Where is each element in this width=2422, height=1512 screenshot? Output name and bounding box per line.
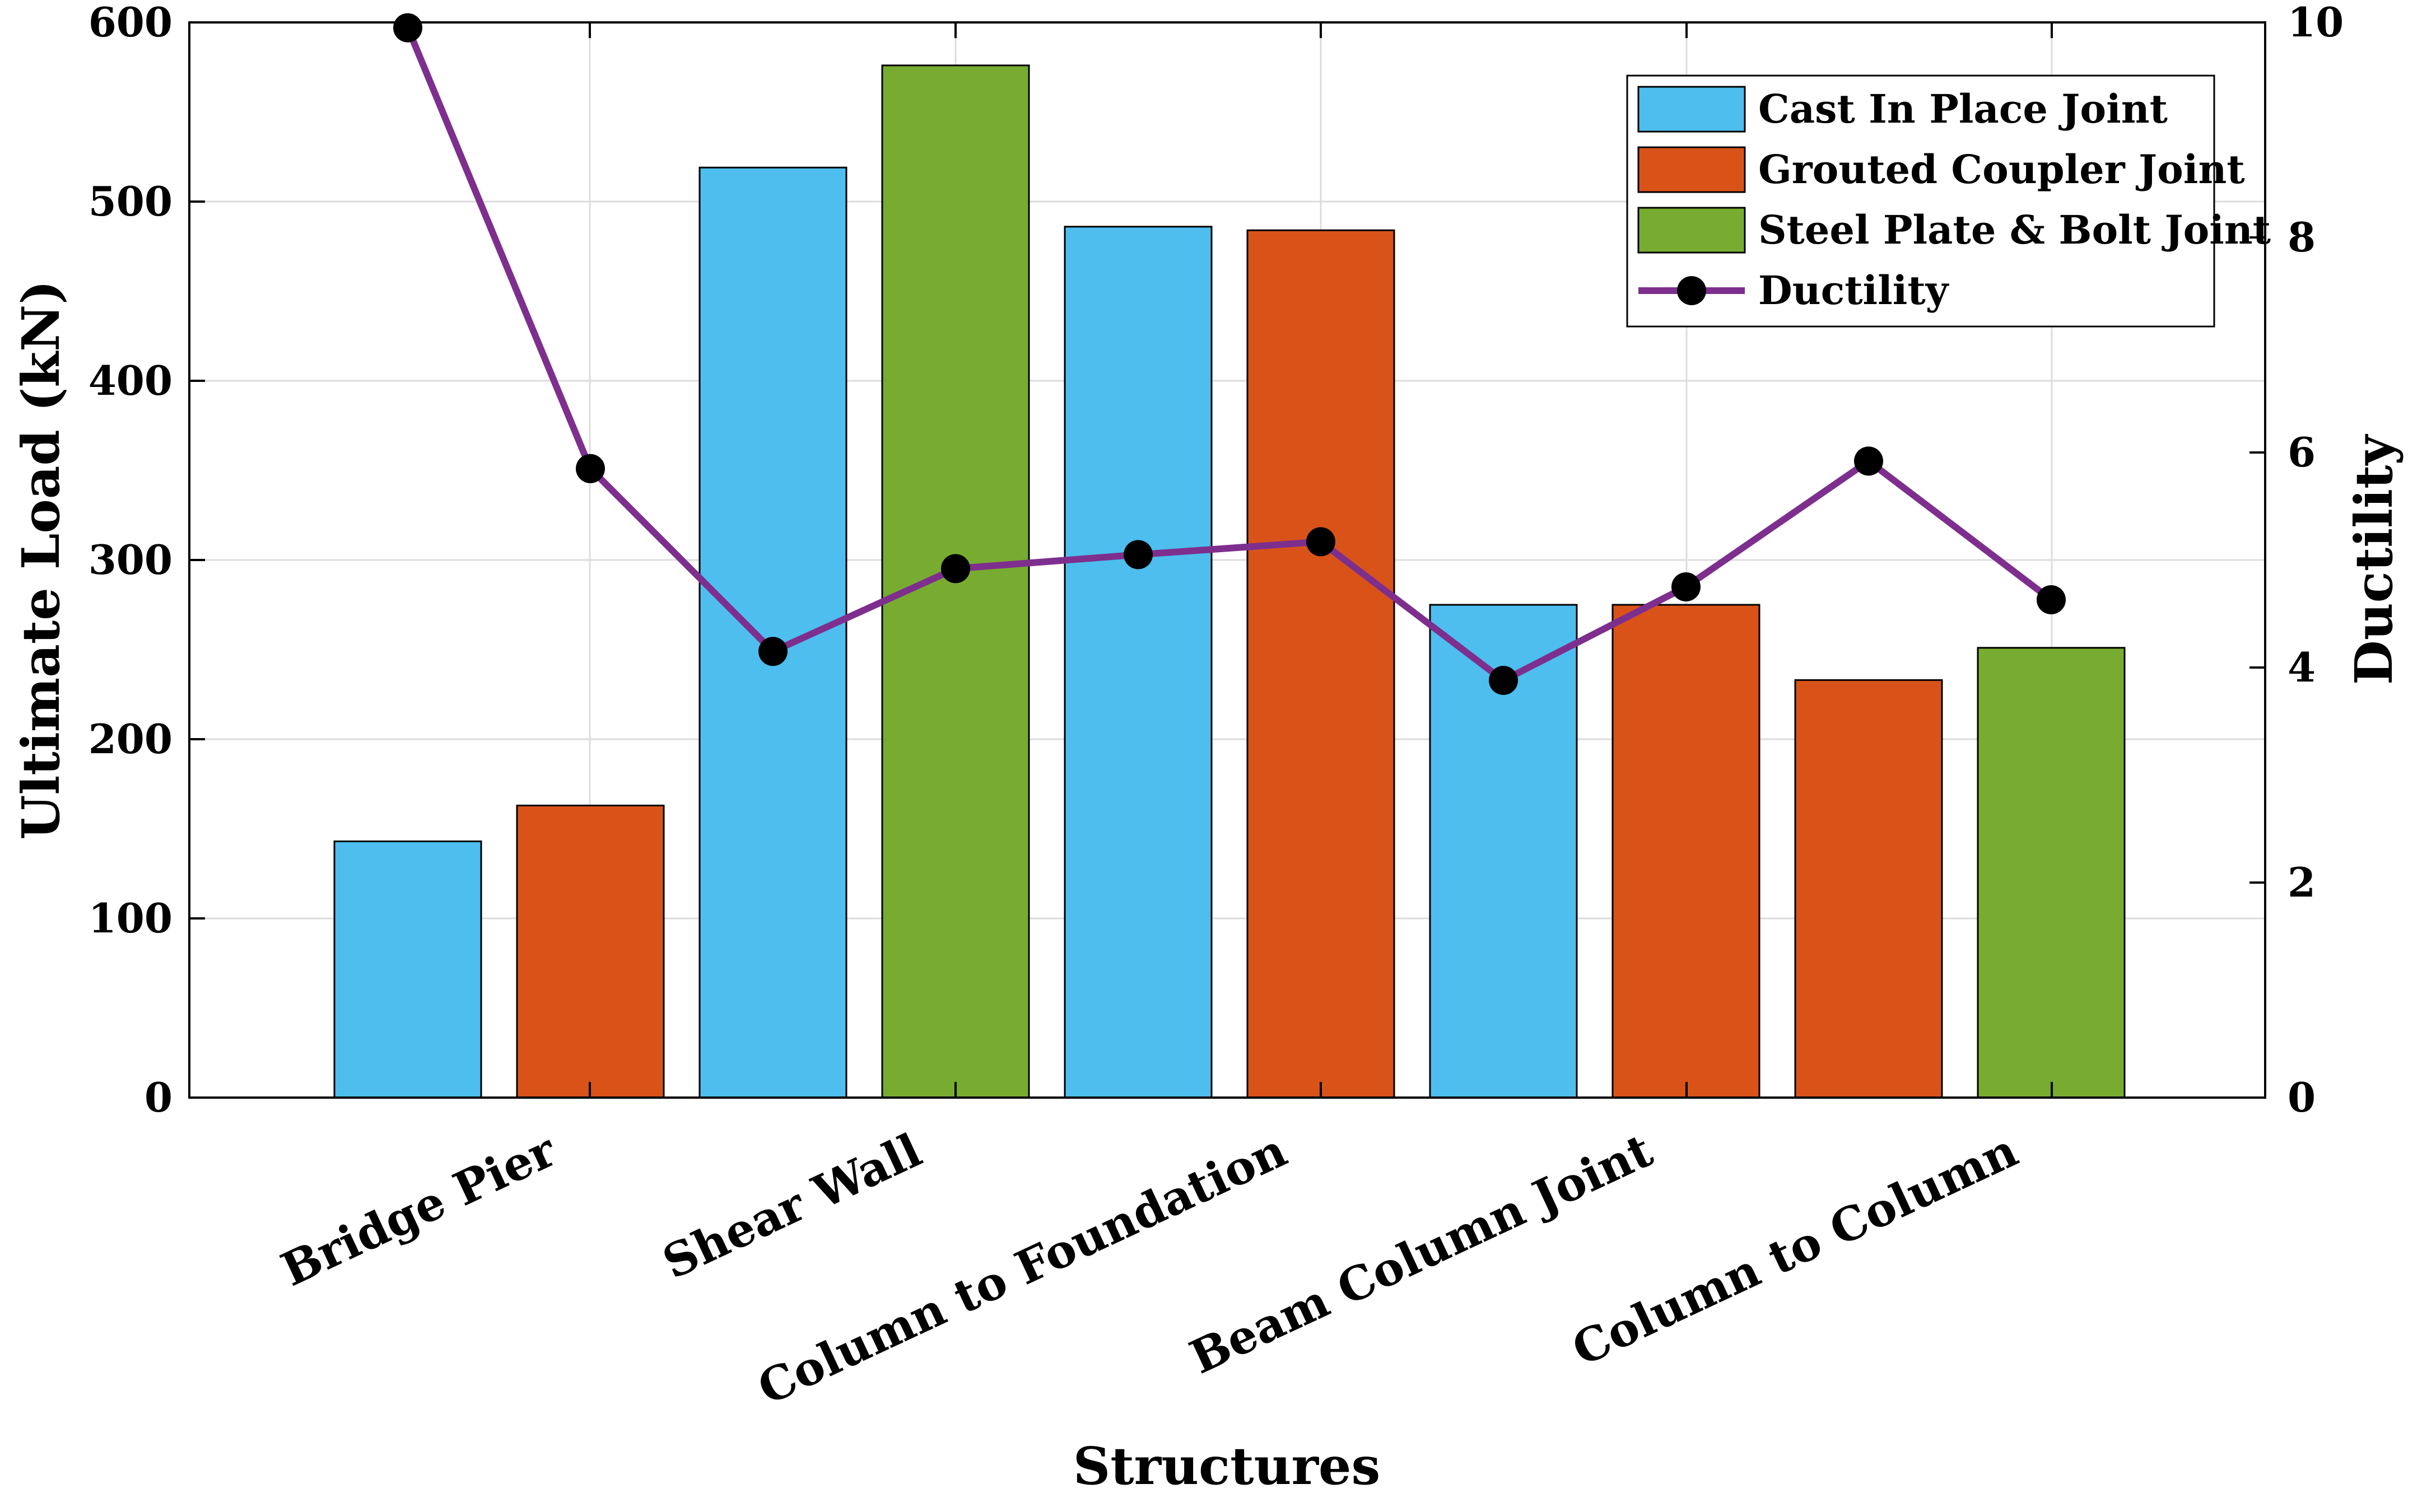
ductility-point [941, 554, 970, 584]
legend-label: Ductility [1758, 267, 1950, 314]
y-axis-title: Ultimate Load (kN) [11, 280, 71, 840]
bar [1246, 229, 1395, 1099]
y-tick-label: 500 [89, 178, 173, 225]
legend-label: Steel Plate & Bolt Joint [1758, 207, 2271, 253]
ductility-point [1671, 572, 1701, 601]
y2-axis-title: Ductility [2344, 433, 2404, 685]
ductility-point [576, 454, 605, 483]
legend-swatch [1637, 86, 1746, 133]
bar [516, 804, 665, 1099]
legend-swatch [1637, 207, 1746, 254]
legend-label: Cast In Place Joint [1758, 86, 2168, 132]
ductility-point [1306, 527, 1335, 557]
y-tick-label: 600 [89, 0, 173, 46]
ductility-line-series [393, 13, 2066, 696]
bar [1611, 604, 1760, 1099]
legend: Cast In Place Joint Grouted Coupler Joint… [1626, 74, 2271, 328]
y-tick-label: 300 [89, 536, 173, 584]
ductility-point [758, 637, 788, 666]
legend-marker [1677, 276, 1706, 305]
y2-tick-label: 6 [2288, 428, 2316, 476]
legend-label: Grouted Coupler Joint [1758, 146, 2245, 193]
y-tick-label: 100 [89, 894, 173, 942]
bar [1064, 226, 1213, 1099]
y-tick-label: 0 [145, 1074, 173, 1121]
x-axis-title: Structures [1073, 1436, 1381, 1496]
legend-swatch [1637, 146, 1746, 193]
y2-tick-label: 8 [2288, 213, 2316, 261]
bar [1977, 647, 2126, 1099]
ductility-point [1854, 446, 1883, 476]
y2-tick-label: 2 [2288, 858, 2316, 906]
y2-tick-label: 0 [2288, 1074, 2316, 1121]
ductility-point [1489, 666, 1518, 696]
bar [333, 840, 482, 1099]
y2-tick-label: 10 [2288, 0, 2344, 46]
ductility-point [1124, 540, 1153, 570]
axis-labels: Structures Ultimate Load (kN) Ductility [11, 280, 2404, 1496]
bar [1794, 679, 1943, 1099]
ductility-line [404, 26, 2053, 684]
y-tick-label: 200 [89, 715, 173, 763]
ductility-point [2037, 585, 2066, 615]
ductility-point [393, 13, 422, 43]
y2-tick-label: 4 [2288, 643, 2316, 691]
bar [698, 166, 847, 1099]
y-tick-label: 400 [89, 357, 173, 404]
